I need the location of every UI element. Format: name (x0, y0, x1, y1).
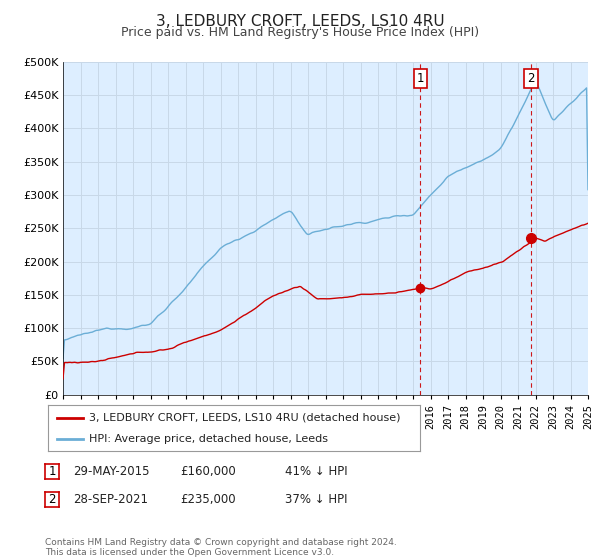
Text: 1: 1 (48, 465, 56, 478)
Text: 3, LEDBURY CROFT, LEEDS, LS10 4RU (detached house): 3, LEDBURY CROFT, LEEDS, LS10 4RU (detac… (89, 413, 400, 423)
Text: 41% ↓ HPI: 41% ↓ HPI (285, 465, 347, 478)
Text: Price paid vs. HM Land Registry's House Price Index (HPI): Price paid vs. HM Land Registry's House … (121, 26, 479, 39)
Text: 28-SEP-2021: 28-SEP-2021 (73, 493, 148, 506)
Text: HPI: Average price, detached house, Leeds: HPI: Average price, detached house, Leed… (89, 435, 328, 444)
Text: £235,000: £235,000 (180, 493, 236, 506)
Text: 2: 2 (527, 72, 535, 85)
Text: Contains HM Land Registry data © Crown copyright and database right 2024.
This d: Contains HM Land Registry data © Crown c… (45, 538, 397, 557)
Text: £160,000: £160,000 (180, 465, 236, 478)
Text: 1: 1 (416, 72, 424, 85)
Text: 37% ↓ HPI: 37% ↓ HPI (285, 493, 347, 506)
Text: 29-MAY-2015: 29-MAY-2015 (73, 465, 150, 478)
Text: 2: 2 (48, 493, 56, 506)
Text: 3, LEDBURY CROFT, LEEDS, LS10 4RU: 3, LEDBURY CROFT, LEEDS, LS10 4RU (155, 14, 445, 29)
